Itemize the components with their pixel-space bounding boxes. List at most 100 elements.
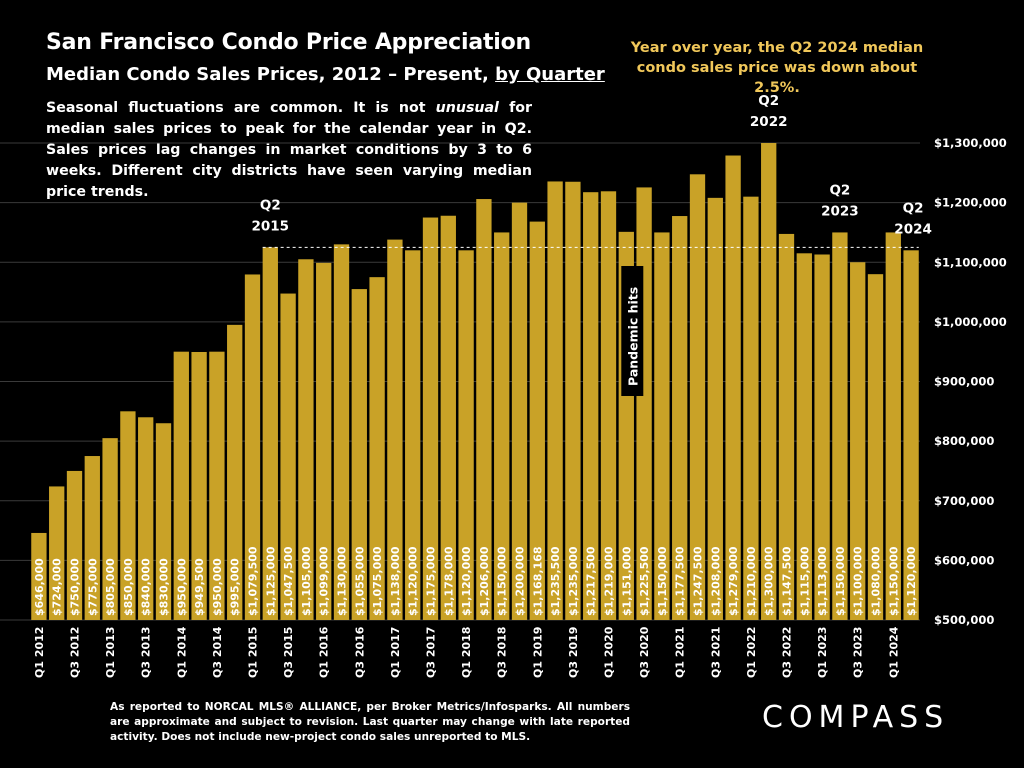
x-tick-label: Q1 2013	[104, 627, 117, 678]
y-tick-label: $700,000	[934, 494, 994, 508]
y-tick-label: $1,100,000	[934, 255, 1007, 269]
bar-value-label: $1,079,500	[247, 546, 260, 616]
bar	[547, 181, 563, 620]
bar-value-label: $1,150,000	[887, 546, 900, 616]
bar-value-label: $950,000	[175, 558, 188, 616]
bar	[173, 351, 189, 620]
bar	[84, 456, 100, 620]
bar-value-label: $1,080,000	[870, 546, 883, 616]
bar-value-label: $1,138,000	[389, 546, 402, 616]
x-tick-label: Q3 2020	[638, 626, 651, 678]
quarter-annotation: Q2	[758, 93, 779, 109]
bar-value-label: $775,000	[86, 558, 99, 616]
bar-value-label: $1,047,500	[282, 546, 295, 616]
bar-value-label: $1,130,000	[336, 546, 349, 616]
bar	[885, 232, 901, 620]
quarter-annotation: Q2	[260, 197, 281, 213]
bar	[102, 438, 118, 620]
bar-value-label: $1,206,000	[478, 546, 491, 616]
x-tick-label: Q3 2017	[425, 627, 438, 678]
bar	[832, 232, 848, 620]
bar	[654, 232, 670, 620]
bar-value-label: $1,235,000	[567, 546, 580, 616]
bar	[49, 486, 65, 620]
bar	[66, 470, 83, 620]
bar-value-label: $1,247,500	[692, 546, 705, 616]
x-tick-label: Q3 2023	[852, 627, 865, 678]
compass-logo: COMPASS	[762, 700, 950, 735]
chart-subtitle: Median Condo Sales Prices, 2012 – Presen…	[46, 64, 605, 85]
bar-value-label: $1,150,000	[656, 546, 669, 616]
yoy-note: Year over year, the Q2 2024 median condo…	[630, 40, 924, 96]
desc-emphasis: unusual	[435, 100, 499, 116]
bar-value-label: $1,279,000	[727, 546, 740, 616]
bar	[244, 274, 261, 620]
quarter-annotation: 2015	[252, 218, 290, 234]
bar-value-label: $949,500	[193, 558, 206, 616]
bar-value-label: $1,208,000	[709, 546, 722, 616]
quarter-annotation: 2024	[894, 221, 932, 237]
bar	[387, 239, 403, 620]
description: Seasonal fluctuations are common. It is …	[46, 98, 532, 203]
bar	[743, 196, 759, 620]
subtitle-by-quarter: by Quarter	[495, 64, 605, 85]
bar	[761, 143, 777, 620]
x-tick-label: Q3 2013	[140, 627, 153, 678]
bar	[351, 289, 367, 620]
bar	[672, 216, 688, 620]
bar	[796, 253, 812, 620]
bar	[422, 217, 439, 620]
bar	[440, 215, 456, 620]
y-tick-label: $500,000	[934, 613, 994, 627]
x-tick-label: Q1 2021	[674, 627, 687, 678]
x-tick-label: Q1 2020	[603, 626, 616, 678]
bar-value-label: $1,175,000	[425, 546, 438, 616]
bar-value-label: $1,168,168	[531, 546, 544, 616]
y-tick-label: $800,000	[934, 434, 994, 448]
bar-value-label: $850,000	[122, 558, 135, 616]
bar-value-label: $950,000	[211, 558, 224, 616]
bar	[583, 192, 599, 621]
bar-value-label: $1,115,000	[798, 546, 811, 616]
bar-value-label: $1,120,000	[905, 546, 918, 616]
bar	[850, 262, 866, 620]
bar	[405, 250, 421, 620]
bar-value-label: $1,177,500	[674, 546, 687, 616]
bar-value-label: $1,178,000	[442, 546, 455, 616]
x-tick-label: Q1 2017	[389, 627, 402, 678]
bar-value-label: $1,225,500	[638, 546, 651, 616]
bar	[689, 174, 706, 620]
bar	[155, 423, 172, 620]
x-tick-label: Q3 2016	[353, 626, 366, 678]
bar	[867, 274, 884, 620]
bar	[280, 293, 296, 620]
x-tick-label: Q1 2024	[887, 626, 900, 678]
bar	[903, 250, 919, 620]
bar-value-label: $1,210,000	[745, 546, 758, 616]
bar	[138, 417, 154, 620]
bar-value-label: $724,000	[51, 558, 64, 616]
bar-value-label: $1,235,500	[549, 546, 562, 616]
bar	[369, 277, 385, 620]
bar	[316, 262, 332, 620]
x-tick-label: Q3 2018	[496, 627, 509, 678]
bar-value-label: $1,217,500	[585, 546, 598, 616]
y-tick-label: $1,000,000	[934, 315, 1007, 329]
bar-value-label: $1,075,000	[371, 546, 384, 616]
bar-value-label: $1,151,000	[620, 546, 633, 616]
subtitle-text: Median Condo Sales Prices, 2012 – Presen…	[46, 64, 489, 85]
bar-value-label: $805,000	[104, 558, 117, 616]
bar-value-label: $1,105,000	[300, 546, 313, 616]
chart-title: San Francisco Condo Price Appreciation	[46, 30, 532, 55]
bar	[494, 232, 510, 620]
bar	[191, 351, 207, 620]
x-tick-label: Q3 2012	[69, 627, 82, 678]
x-tick-label: Q1 2022	[745, 627, 758, 678]
bar-value-label: $1,120,000	[407, 546, 420, 616]
bar	[707, 197, 723, 621]
y-tick-label: $1,200,000	[934, 196, 1007, 210]
desc-part-1: Seasonal fluctuations are common. It is …	[46, 100, 426, 116]
bar	[262, 247, 278, 620]
bar-value-label: $1,300,000	[763, 546, 776, 616]
bar-value-label: $1,150,000	[496, 546, 509, 616]
